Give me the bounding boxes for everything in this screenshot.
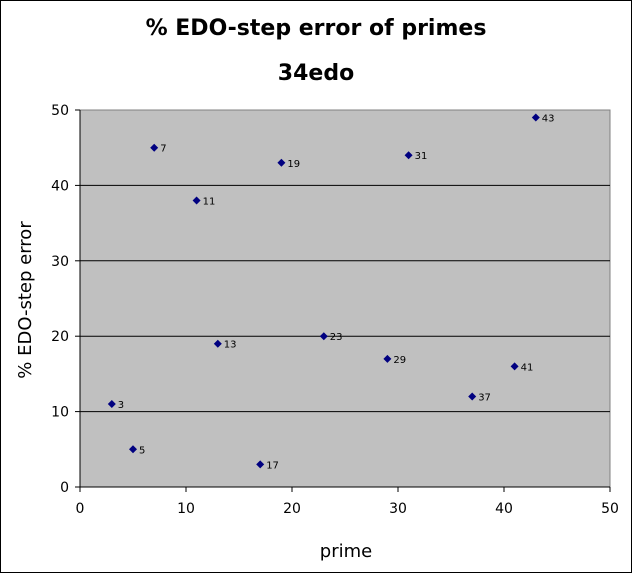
y-tick-label: 50	[51, 103, 69, 119]
x-tick-label: 10	[177, 501, 195, 517]
data-point-label: 41	[521, 362, 534, 373]
y-tick-label: 20	[51, 329, 69, 345]
data-point-label: 43	[542, 114, 555, 125]
data-point-label: 29	[393, 355, 406, 366]
y-tick-label: 10	[51, 405, 69, 421]
data-point-marker	[531, 113, 540, 122]
data-point-marker	[150, 143, 159, 152]
data-point-marker	[213, 339, 222, 348]
data-point-marker	[107, 400, 116, 409]
data-point-marker	[256, 460, 265, 469]
y-tick-label: 30	[51, 254, 69, 270]
data-point-marker	[277, 158, 286, 167]
tick-labels: 0 10 20 30 40 50 0 10 20 30 40 50	[51, 103, 619, 517]
y-axis-label: % EDO-step error	[15, 221, 36, 379]
x-tick-label: 20	[283, 501, 301, 517]
x-tick-label: 50	[601, 501, 619, 517]
data-point-label: 11	[203, 196, 216, 207]
chart-title: % EDO-step error of primes	[146, 16, 487, 41]
data-point-marker	[383, 354, 392, 363]
data-point-label: 23	[330, 332, 343, 343]
data-points: 3 5 7 11 13 17 19 23 29 31 37 41 43	[107, 113, 555, 471]
data-point-label: 37	[478, 393, 491, 404]
data-point-marker	[192, 196, 201, 205]
data-point-label: 5	[139, 445, 145, 456]
data-point-marker	[468, 392, 477, 401]
data-point-marker	[404, 151, 413, 160]
y-tick-label: 0	[60, 480, 69, 496]
data-point-label: 13	[224, 340, 237, 351]
data-point-marker	[319, 332, 328, 341]
data-point-label: 31	[415, 151, 428, 162]
data-point-label: 7	[160, 144, 166, 155]
data-point-label: 3	[118, 400, 124, 411]
data-point-label: 17	[266, 460, 279, 471]
data-point-marker	[129, 445, 137, 454]
x-tick-label: 40	[495, 501, 513, 517]
data-point-marker	[510, 362, 519, 371]
grid-lines	[80, 184, 610, 413]
plot-area	[79, 109, 611, 488]
x-axis-label: prime	[320, 541, 372, 562]
chart-subtitle: 34edo	[278, 61, 354, 86]
y-tick-label: 40	[51, 178, 69, 194]
axes	[75, 109, 611, 492]
x-tick-label: 0	[76, 501, 85, 517]
x-tick-label: 30	[389, 501, 407, 517]
data-point-label: 19	[287, 159, 300, 170]
